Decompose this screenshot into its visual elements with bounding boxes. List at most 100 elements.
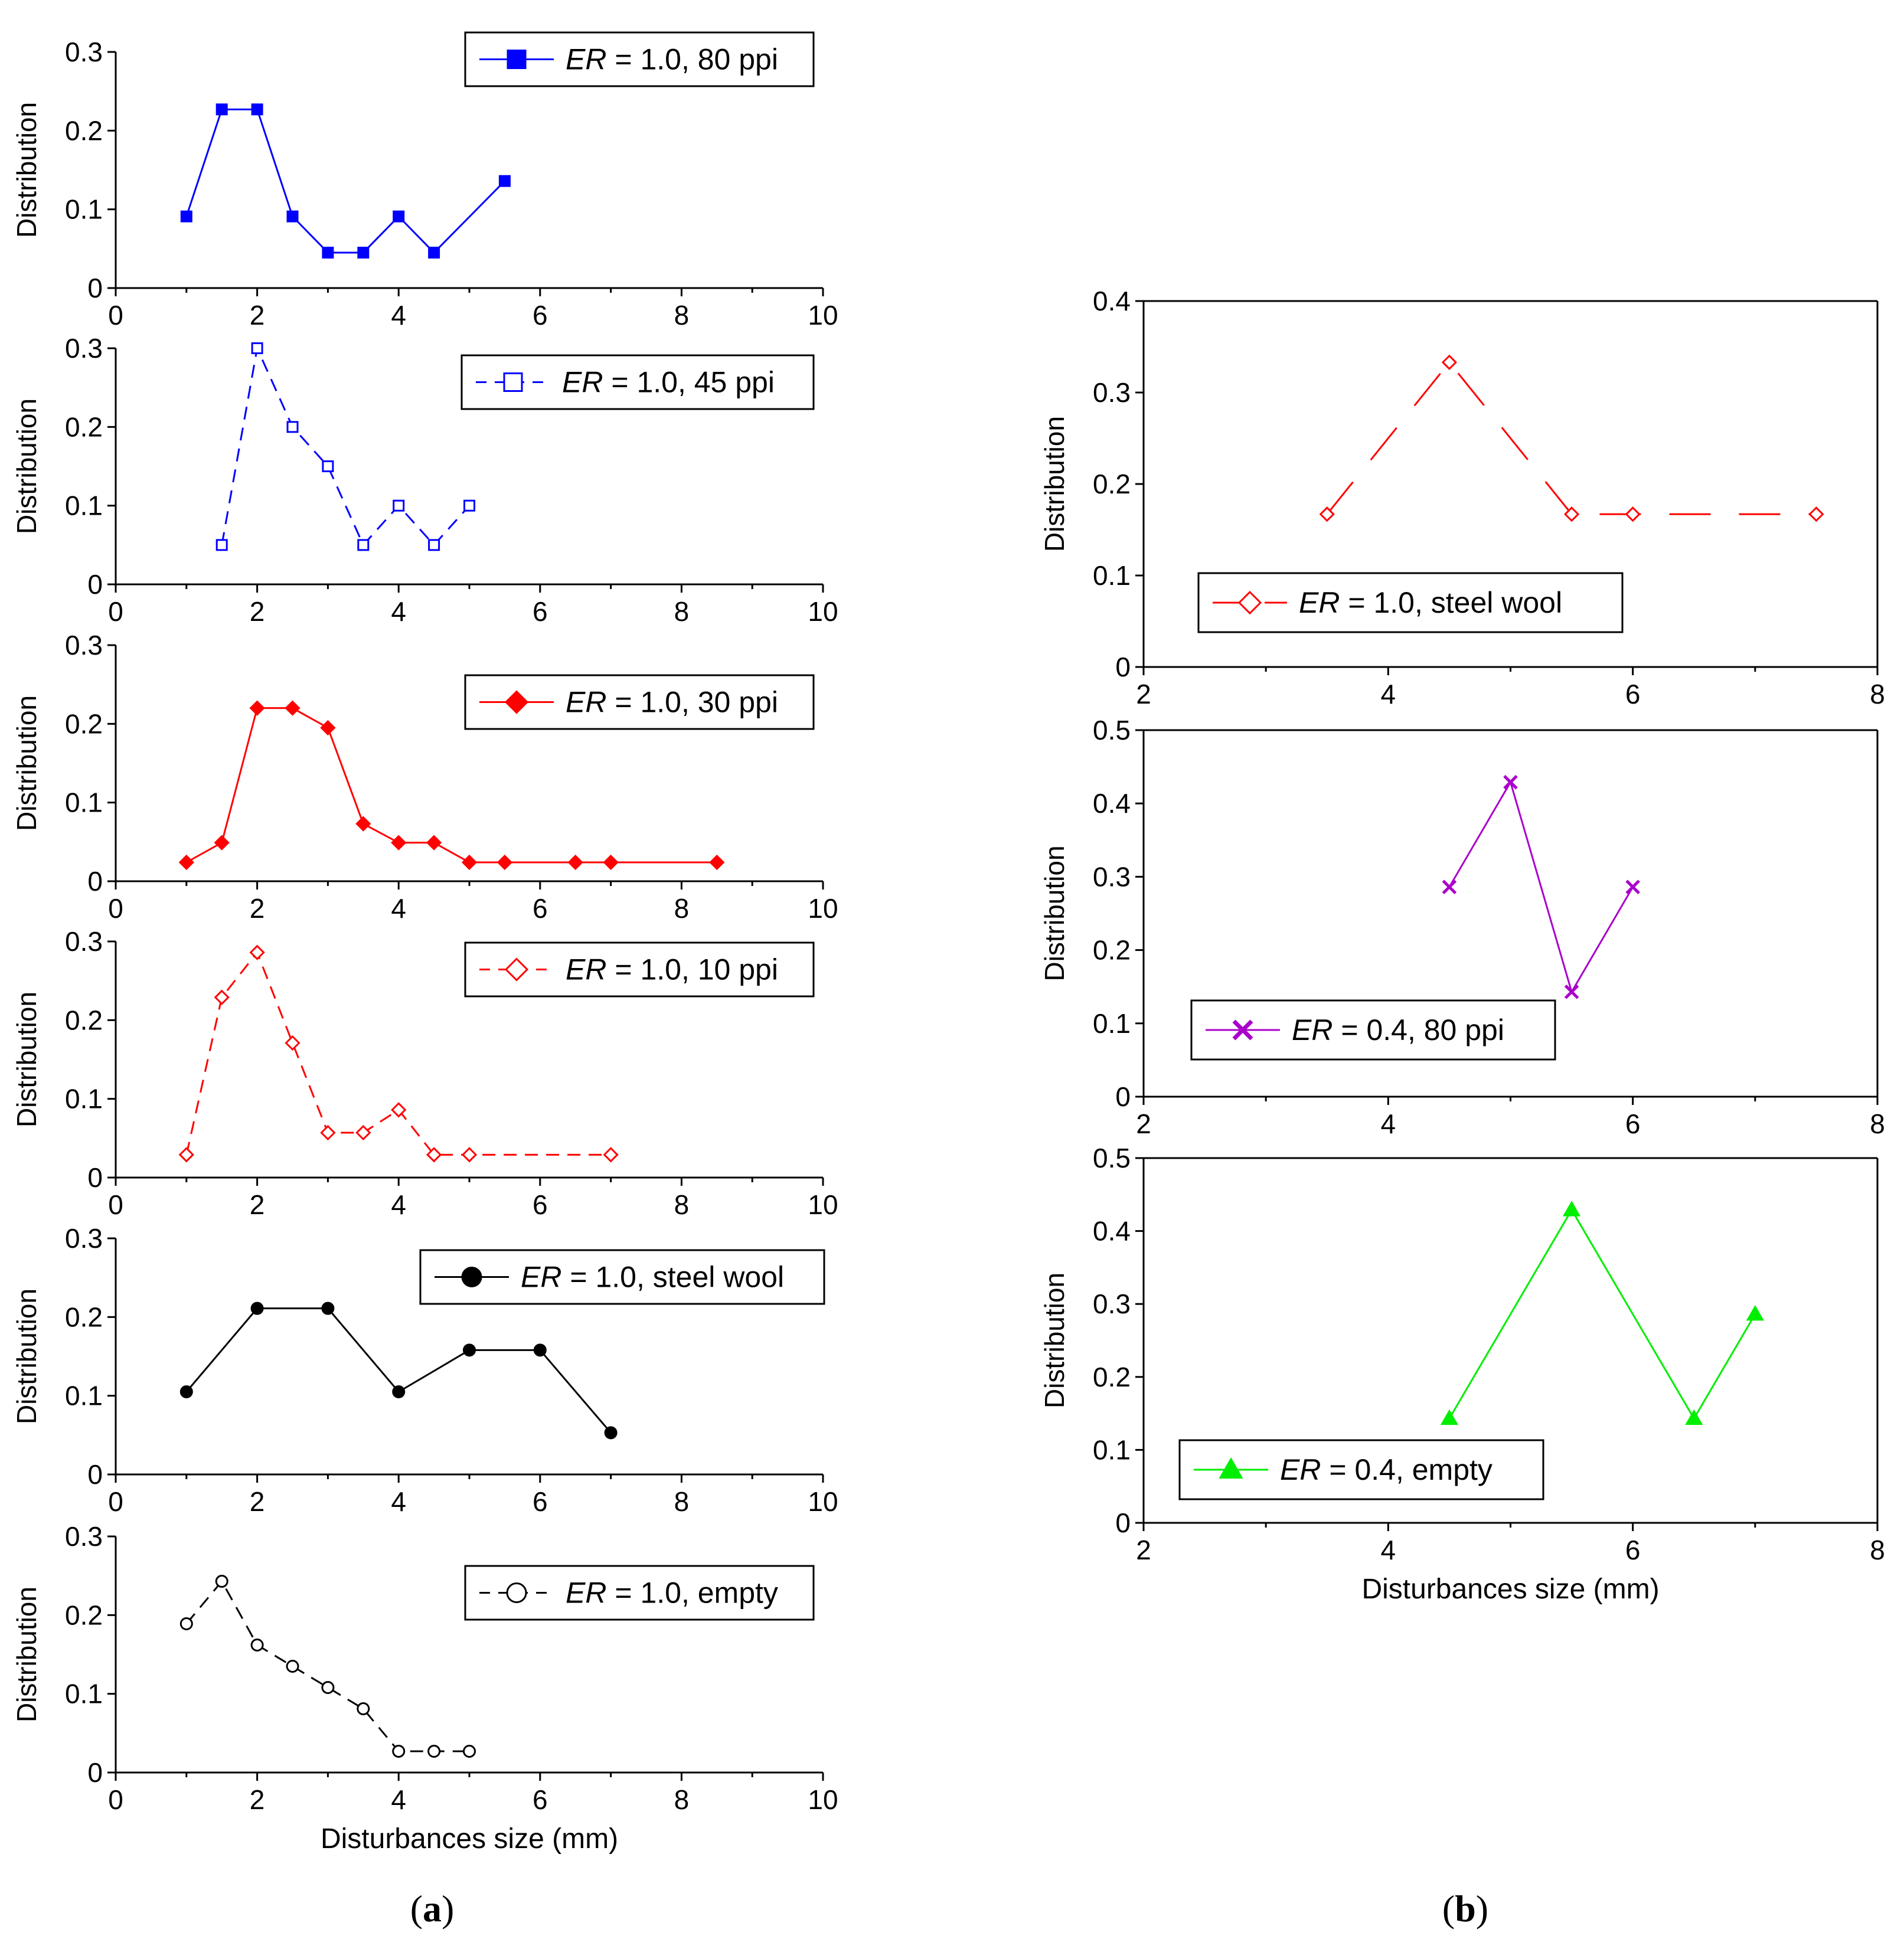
legend-label-rest: = 1.0, empty	[606, 1577, 778, 1610]
x-tick-label: 2	[1136, 1535, 1151, 1565]
data-point	[604, 1426, 618, 1440]
x-tick-label: 6	[533, 1189, 548, 1220]
x-tick-label: 6	[1625, 1108, 1641, 1139]
y-axis-label: Distribution	[1039, 845, 1070, 981]
y-tick-label: 0	[87, 273, 103, 303]
x-tick-label: 2	[250, 1189, 265, 1220]
y-tick-label: 0.5	[1093, 1143, 1131, 1173]
data-point	[533, 1343, 547, 1357]
x-tick-label: 6	[533, 300, 548, 331]
chart-9: 2 4 6 8 0 0.1 0.2 0.3 0.4 0.5 Distribution Disturba…	[1039, 1143, 1885, 1605]
x-tick-label: 2	[250, 1486, 265, 1517]
y-tick-label: 0.2	[1093, 935, 1131, 966]
data-point	[603, 1147, 619, 1163]
series-line	[185, 950, 611, 1156]
data-point	[1564, 985, 1579, 999]
data-point	[461, 1147, 478, 1163]
data-point	[215, 1575, 228, 1588]
x-tick-label: 0	[108, 893, 123, 924]
x-tick-label: 10	[808, 893, 838, 924]
x-tick-label: 6	[533, 596, 548, 627]
y-tick-label: 0.3	[65, 1521, 103, 1552]
legend-label-italic: ER	[1299, 586, 1340, 619]
legend: ER = 1.0, 45 ppi	[461, 354, 815, 410]
data-point	[214, 835, 230, 851]
legend-label-italic: ER	[566, 953, 606, 986]
legend-label: ER = 1.0, steel wool	[521, 1261, 784, 1294]
y-tick-label: 0.4	[1093, 1216, 1131, 1247]
x-tick-label: 6	[533, 1784, 548, 1815]
data-point	[1685, 1409, 1703, 1425]
x-tick-label: 10	[808, 1784, 838, 1815]
data-point	[215, 103, 228, 116]
legend-box	[464, 941, 815, 998]
x-tick-label: 4	[391, 1189, 406, 1220]
data-point	[321, 1301, 335, 1315]
data-point	[497, 854, 513, 871]
legend-label: ER = 1.0, empty	[566, 1577, 778, 1610]
x-tick-label: 4	[391, 300, 406, 331]
data-point	[178, 1147, 194, 1163]
y-tick-label: 0.1	[1093, 1434, 1131, 1465]
series-line	[1326, 361, 1817, 515]
data-point	[286, 421, 299, 433]
chart-5: 0 2 4 6 8 10 0 0.1 0.2 0.3 Distribution ER = 1.0, s…	[11, 1223, 838, 1517]
data-point	[321, 1681, 335, 1694]
y-axis-label: Distribution	[1039, 416, 1070, 552]
x-tick-label: 2	[250, 300, 265, 331]
x-tick-label: 8	[674, 596, 690, 627]
legend-label-rest: = 1.0, 45 ppi	[603, 366, 775, 399]
chart-3: 0 2 4 6 8 10 0 0.1 0.2 0.3 Distribution ER = 1.0, 3…	[11, 630, 838, 924]
data-point	[393, 210, 405, 223]
series-line	[1448, 780, 1634, 995]
data-point	[463, 1745, 476, 1758]
data-point	[1625, 879, 1640, 895]
x-tick-label: 6	[533, 1486, 548, 1517]
data-point	[357, 1702, 370, 1715]
data-point	[1442, 879, 1457, 895]
data-point	[1808, 506, 1824, 522]
y-tick-label: 0.1	[65, 490, 103, 521]
data-point	[709, 854, 725, 871]
x-tick-label: 4	[1381, 679, 1396, 709]
data-point	[322, 460, 334, 472]
data-point	[178, 854, 194, 871]
x-tick-label: 10	[808, 300, 838, 331]
y-tick-label: 0	[87, 866, 103, 897]
data-point	[1319, 506, 1335, 522]
chart-7: 2 4 6 8 0 0.1 0.2 0.3 0.4 Distribution ER = 1.0, s…	[1039, 286, 1885, 709]
data-point	[322, 247, 334, 259]
y-axis-label: Distribution	[11, 102, 42, 238]
x-tick-label: 4	[391, 1784, 406, 1815]
caption-b-letter: b	[1455, 1888, 1476, 1930]
legend: ER = 0.4, empty	[1178, 1439, 1544, 1500]
y-tick-label: 0.2	[65, 115, 103, 146]
x-tick-label: 8	[674, 1784, 690, 1815]
x-tick-label: 8	[674, 893, 690, 924]
data-point	[285, 700, 301, 716]
y-tick-label: 0.1	[1093, 560, 1131, 591]
y-tick-label: 0.2	[65, 1600, 103, 1630]
data-point	[603, 854, 619, 871]
data-point	[426, 835, 442, 851]
y-tick-label: 0.5	[1093, 715, 1131, 745]
y-tick-label: 0	[1115, 1081, 1131, 1112]
data-point	[179, 1617, 193, 1630]
y-axis-label: Distribution	[11, 992, 42, 1127]
data-point	[251, 342, 263, 354]
legend-label-italic: ER	[1280, 1453, 1321, 1486]
x-tick-label: 0	[108, 1189, 123, 1220]
data-point	[391, 835, 407, 851]
x-tick-label: 4	[391, 893, 406, 924]
x-tick-label: 10	[808, 1189, 838, 1220]
y-tick-label: 0.3	[1093, 377, 1131, 408]
data-point	[391, 1102, 407, 1118]
y-tick-label: 0.3	[65, 1223, 103, 1254]
y-axis-label: Distribution	[11, 398, 42, 534]
legend-label: ER = 1.0, 80 ppi	[566, 43, 778, 76]
x-tick-label: 2	[1136, 1108, 1151, 1139]
x-tick-label: 10	[808, 1486, 838, 1517]
data-point	[463, 499, 475, 512]
data-point	[392, 1745, 406, 1758]
data-point	[427, 1745, 441, 1758]
